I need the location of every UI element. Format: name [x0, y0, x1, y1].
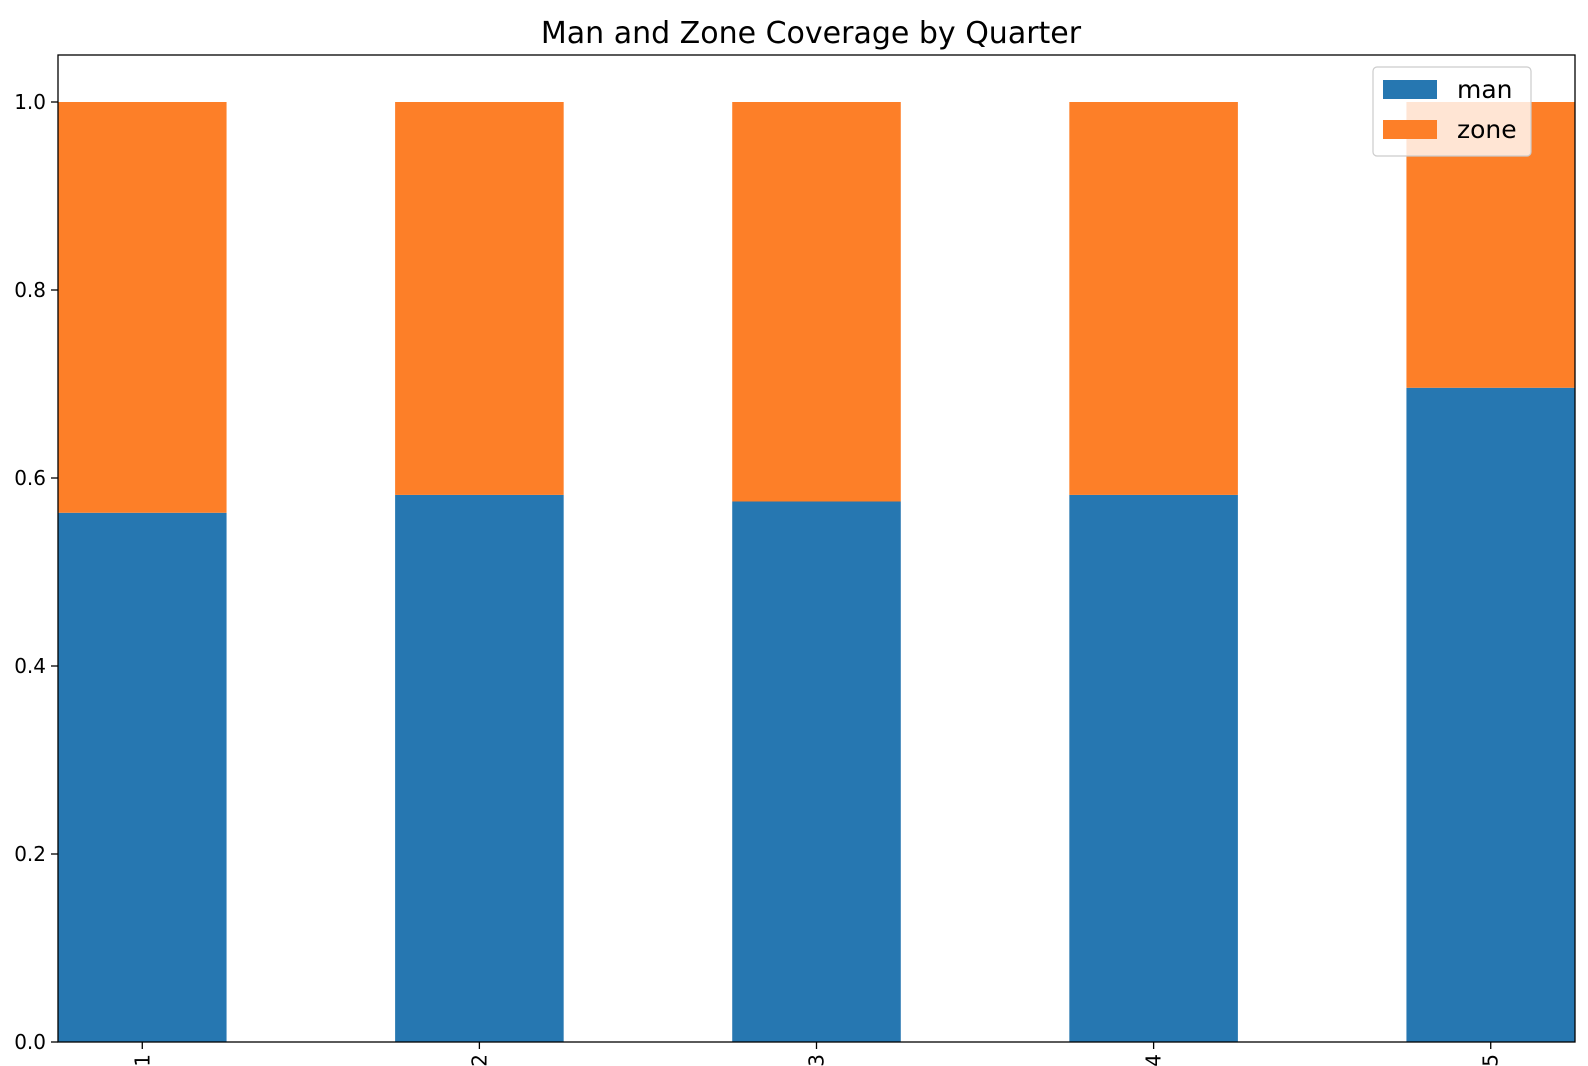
bar-zone-3	[732, 102, 901, 502]
y-tick-label: 0.0	[14, 1030, 46, 1054]
x-tick-label: 5	[1479, 1054, 1503, 1066]
legend-label-zone: zone	[1457, 115, 1517, 144]
legend-swatch-zone	[1383, 120, 1437, 139]
bar-man-5	[1406, 387, 1575, 1042]
x-tick-label: 3	[805, 1054, 829, 1066]
y-tick-label: 0.2	[14, 842, 46, 866]
y-tick-label: 0.6	[14, 466, 46, 490]
bar-man-4	[1069, 494, 1238, 1042]
bar-man-2	[395, 494, 564, 1042]
legend: man zone	[1372, 66, 1532, 157]
x-axis: 1 2 3 4 5	[130, 1042, 1503, 1066]
legend-swatch-man	[1383, 80, 1437, 99]
bar-zone-2	[395, 102, 564, 495]
y-tick-label: 0.4	[14, 654, 46, 678]
y-tick-label: 1.0	[14, 90, 46, 114]
legend-label-man: man	[1457, 75, 1513, 104]
x-tick-label: 4	[1142, 1054, 1166, 1066]
bar-zone-1	[58, 102, 227, 513]
bar-man-3	[732, 501, 901, 1042]
plot-bars	[58, 102, 1575, 1042]
y-tick-label: 0.8	[14, 278, 46, 302]
bar-zone-4	[1069, 102, 1238, 495]
x-tick-label: 2	[467, 1054, 491, 1066]
chart-title: Man and Zone Coverage by Quarter	[541, 16, 1082, 51]
x-tick-label: 1	[130, 1054, 154, 1066]
bar-man-1	[58, 512, 227, 1042]
y-axis: 0.0 0.2 0.4 0.6 0.8 1.0	[14, 90, 58, 1054]
